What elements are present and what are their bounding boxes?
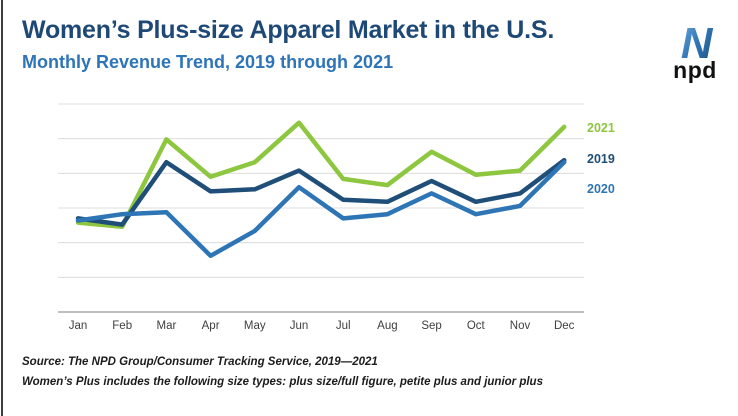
x-axis-label-apr: Apr <box>201 320 220 332</box>
page-title: Women’s Plus-size Apparel Market in the … <box>22 16 555 44</box>
npd-n-icon: N <box>681 20 714 62</box>
npd-logo: N npd <box>662 20 728 82</box>
x-axis-label-jun: Jun <box>289 320 309 332</box>
source-note: Source: The NPD Group/Consumer Tracking … <box>22 356 378 368</box>
x-axis-label-sep: Sep <box>421 320 442 332</box>
legend-label-2020: 2020 <box>587 182 615 196</box>
x-axis-label-oct: Oct <box>466 320 485 332</box>
series-line-2020 <box>75 159 567 259</box>
x-axis-label-mar: Mar <box>156 320 177 332</box>
npd-logo-text: npd <box>673 57 717 83</box>
x-axis-label-aug: Aug <box>377 320 398 332</box>
x-axis-label-nov: Nov <box>509 320 531 332</box>
x-axis-label-may: May <box>243 320 266 332</box>
footer-notes: Source: The NPD Group/Consumer Tracking … <box>22 356 543 396</box>
page-subtitle: Monthly Revenue Trend, 2019 through 2021 <box>22 52 394 72</box>
left-edge-line <box>1 0 3 416</box>
legend-label-2019: 2019 <box>587 152 615 166</box>
x-axis-label-feb: Feb <box>112 320 133 332</box>
legend-label-2021: 2021 <box>587 121 615 135</box>
series-line-2021 <box>75 120 567 229</box>
x-axis-label-jan: Jan <box>68 320 88 332</box>
x-axis-label-dec: Dec <box>553 320 575 332</box>
svg-text:N: N <box>681 20 714 62</box>
series-line-2019 <box>75 157 567 227</box>
definition-note: Women’s Plus includes the following size… <box>22 376 543 388</box>
x-axis-label-jul: Jul <box>335 320 351 332</box>
